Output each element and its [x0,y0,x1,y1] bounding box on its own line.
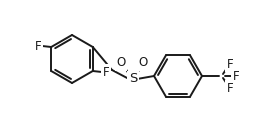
Text: O: O [138,57,148,70]
Text: F: F [227,81,233,94]
Text: S: S [129,72,137,85]
Text: O: O [116,57,126,70]
Text: F: F [227,57,233,70]
Text: F: F [103,66,109,79]
Text: F: F [233,70,239,83]
Text: F: F [35,40,42,53]
